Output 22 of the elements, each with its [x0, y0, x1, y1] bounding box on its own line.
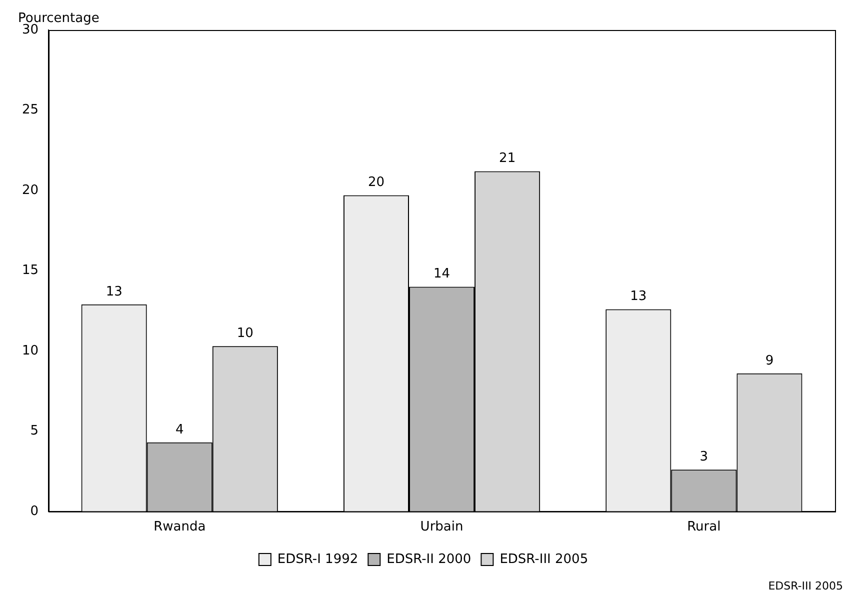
x-tick-label: Rwanda	[154, 520, 206, 535]
data-label: 13	[630, 289, 647, 304]
y-tick-label: 15	[22, 263, 39, 278]
legend-label: EDSR-II 2000	[386, 552, 472, 567]
data-label: 13	[106, 284, 122, 300]
text: EDSR-III 2005	[768, 579, 843, 592]
data-label: 20	[368, 175, 385, 190]
x-tick-label: Rural	[687, 520, 721, 535]
data-label: 10	[236, 326, 254, 341]
data-label: 9	[765, 353, 774, 368]
data-label: 14	[434, 266, 450, 282]
x-tick-label: Urbain	[420, 520, 464, 535]
data-label: 3	[700, 450, 708, 465]
y-tick-label: 20	[22, 182, 39, 198]
y-tick-label: 0	[30, 504, 39, 519]
y-tick-label: 5	[30, 424, 39, 439]
data-label: 4	[175, 422, 184, 438]
legend-label: EDSR-I 1992	[277, 552, 358, 567]
y-tick-label: 10	[22, 343, 39, 358]
data-label: 21	[499, 151, 516, 166]
y-tick-label: 25	[22, 102, 39, 118]
legend-label: EDSR-III 2005	[500, 552, 588, 567]
